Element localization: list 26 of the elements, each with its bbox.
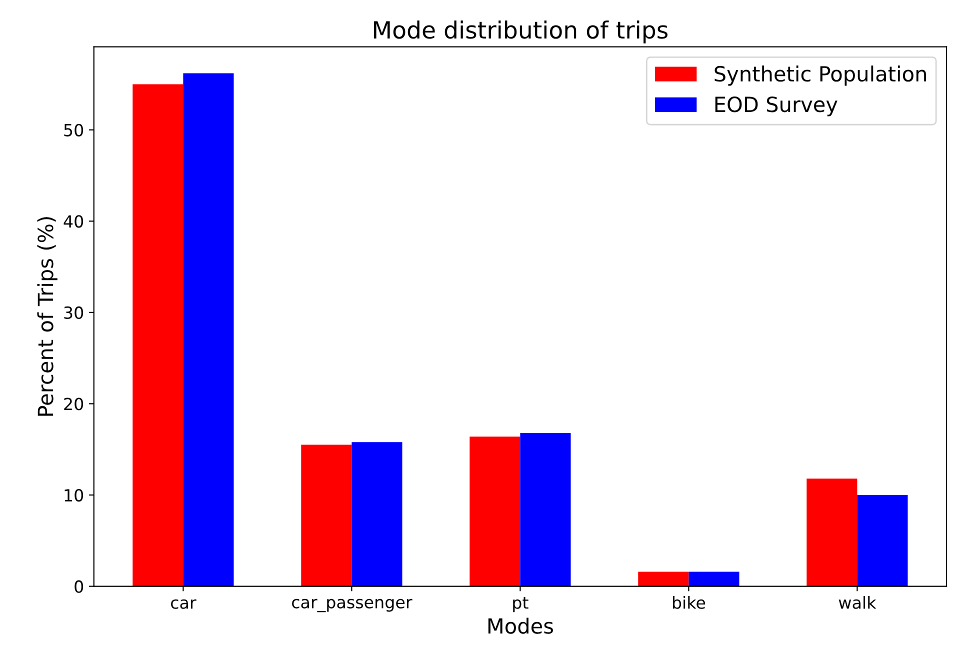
bar xyxy=(638,572,689,586)
y-tick-label: 40 xyxy=(64,215,84,228)
x-tick-label: car xyxy=(170,599,196,609)
bar xyxy=(183,73,234,586)
x-axis-title: Modes xyxy=(488,618,553,634)
x-tick-label: pt xyxy=(513,596,528,612)
bar xyxy=(688,572,740,586)
y-axis-title: Percent of Trips (%) xyxy=(37,217,58,416)
bar xyxy=(470,436,520,586)
y-tick-label: 20 xyxy=(64,398,84,410)
bar xyxy=(806,478,858,586)
y-tick-label: 10 xyxy=(64,488,84,502)
chart-title: Mode distribution of trips xyxy=(374,20,668,44)
legend-label: Synthetic Population xyxy=(714,66,926,86)
bar xyxy=(520,432,571,586)
y-tick-label: 0 xyxy=(74,580,84,593)
bar xyxy=(857,495,908,586)
x-tick-label: car_passenger xyxy=(292,598,412,612)
legend-label: EOD Survey xyxy=(715,96,838,116)
y-tick-label: 30 xyxy=(64,306,84,320)
x-tick-label: bike xyxy=(672,596,706,609)
x-tick-label: walk xyxy=(838,596,876,609)
y-tick-label: 50 xyxy=(64,124,84,136)
bar xyxy=(132,84,184,586)
bar xyxy=(301,444,352,586)
bar xyxy=(352,442,402,586)
